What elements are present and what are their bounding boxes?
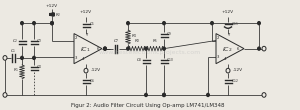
Text: 7: 7 [228, 33, 230, 37]
Text: $C_4$: $C_4$ [36, 63, 43, 71]
Circle shape [104, 47, 106, 50]
Circle shape [3, 93, 7, 97]
Polygon shape [74, 34, 102, 64]
Text: -12V: -12V [233, 68, 243, 72]
Text: $R_5$: $R_5$ [152, 38, 158, 45]
Circle shape [262, 46, 266, 51]
Circle shape [33, 56, 35, 59]
Text: $IC_1$: $IC_1$ [80, 45, 90, 54]
Text: $C_3$: $C_3$ [36, 38, 43, 45]
Circle shape [163, 93, 165, 96]
Circle shape [226, 68, 230, 73]
Text: Figur 2: Audio Filter Circuit Using Op-amp LM741/LM348: Figur 2: Audio Filter Circuit Using Op-a… [71, 103, 225, 108]
Polygon shape [216, 34, 244, 64]
Text: $R_2$: $R_2$ [55, 11, 62, 19]
Circle shape [51, 22, 53, 25]
Circle shape [262, 93, 266, 97]
Text: 2: 2 [217, 36, 220, 40]
Text: $C_1$: $C_1$ [10, 47, 17, 55]
Text: 3: 3 [217, 55, 220, 59]
Circle shape [207, 93, 209, 96]
Circle shape [163, 47, 165, 50]
Circle shape [3, 56, 7, 60]
Circle shape [127, 47, 129, 50]
Text: -12V: -12V [91, 68, 101, 72]
Text: $R_1$: $R_1$ [13, 67, 19, 74]
Circle shape [21, 22, 23, 25]
Circle shape [163, 22, 165, 25]
Text: $C_{12}$: $C_{12}$ [231, 77, 239, 85]
Circle shape [145, 47, 147, 50]
Text: $IC_2$: $IC_2$ [222, 45, 232, 54]
Text: +12V: +12V [222, 10, 234, 14]
Text: 2: 2 [75, 36, 77, 40]
Text: +12V: +12V [46, 4, 58, 8]
Text: $C_9$: $C_9$ [166, 31, 172, 38]
Text: $R_4$: $R_4$ [131, 32, 138, 40]
Circle shape [33, 22, 35, 25]
Text: $C_6$: $C_6$ [89, 77, 96, 85]
Text: $C_2$: $C_2$ [12, 38, 18, 45]
Text: $C_8$: $C_8$ [136, 56, 142, 64]
Text: 3: 3 [75, 56, 77, 60]
Text: $C_{11}$: $C_{11}$ [231, 20, 239, 28]
Circle shape [163, 93, 165, 96]
Circle shape [84, 68, 88, 73]
Text: 7: 7 [86, 33, 88, 37]
Text: 4: 4 [82, 57, 85, 61]
Circle shape [258, 47, 260, 50]
Circle shape [145, 93, 147, 96]
Circle shape [211, 22, 213, 25]
Text: www.bestelectronicprojects.com: www.bestelectronicprojects.com [99, 50, 201, 55]
Text: $R_3$: $R_3$ [134, 38, 140, 45]
Circle shape [104, 47, 106, 50]
Text: 6: 6 [237, 47, 239, 51]
Circle shape [127, 22, 129, 25]
Circle shape [51, 22, 53, 25]
Text: +12V: +12V [80, 10, 92, 14]
Text: $C_7$: $C_7$ [113, 38, 119, 45]
Circle shape [258, 22, 260, 25]
Text: 6: 6 [97, 47, 99, 51]
Text: 4: 4 [224, 57, 226, 61]
Text: $C_5$: $C_5$ [89, 20, 95, 28]
Circle shape [21, 56, 23, 59]
Text: $C_{10}$: $C_{10}$ [166, 56, 174, 64]
